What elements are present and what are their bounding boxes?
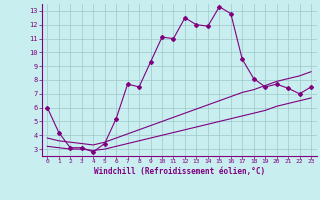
X-axis label: Windchill (Refroidissement éolien,°C): Windchill (Refroidissement éolien,°C) xyxy=(94,167,265,176)
